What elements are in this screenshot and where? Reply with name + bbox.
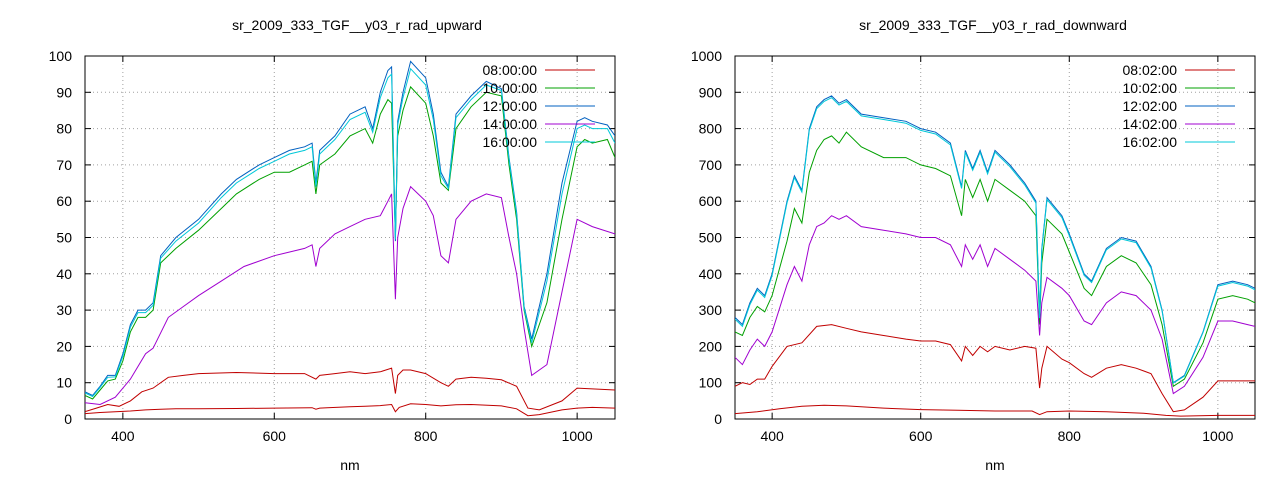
- legend-label: 08:00:00: [483, 62, 538, 78]
- series-line-5: [85, 67, 615, 398]
- legend-label: 10:02:00: [1123, 80, 1178, 96]
- series-line-4: [85, 185, 615, 406]
- chart-title: sr_2009_333_TGF__y03_r_rad_downward: [859, 17, 1127, 33]
- series-line-1: [85, 367, 615, 413]
- y-tick-label: 70: [56, 157, 72, 173]
- y-tick-label: 0: [64, 411, 72, 427]
- y-tick-label: 80: [56, 121, 72, 137]
- x-tick-label: 800: [1058, 428, 1082, 444]
- y-tick-label: 60: [56, 193, 72, 209]
- y-tick-label: 30: [56, 302, 72, 318]
- series-line-0: [85, 403, 615, 417]
- legend-label: 14:00:00: [483, 116, 538, 132]
- y-tick-label: 600: [699, 193, 723, 209]
- series-line-0: [735, 404, 1255, 417]
- y-tick-label: 200: [699, 338, 723, 354]
- legend-label: 16:00:00: [483, 134, 538, 150]
- series-line-2: [735, 131, 1255, 388]
- series-line-5: [735, 97, 1255, 384]
- chart-downward: sr_2009_333_TGF__y03_r_rad_downward 400 60…: [691, 17, 1256, 473]
- y-tick-label: 400: [699, 266, 723, 282]
- legend-label: 12:02:00: [1123, 98, 1178, 114]
- y-tick-label: 20: [56, 338, 72, 354]
- y-tick-label: 90: [56, 84, 72, 100]
- y-tick-label: 100: [49, 48, 73, 64]
- legend-label: 16:02:00: [1123, 134, 1178, 150]
- series-line-4: [735, 215, 1255, 395]
- x-tick-label: 600: [909, 428, 933, 444]
- x-axis-label: nm: [340, 457, 359, 473]
- y-tick-label: 800: [699, 121, 723, 137]
- y-tick-label: 50: [56, 230, 72, 246]
- y-tick-label: 700: [699, 157, 723, 173]
- x-tick-label: 1000: [562, 428, 593, 444]
- y-tick-label: 40: [56, 266, 72, 282]
- y-tick-label: 300: [699, 302, 723, 318]
- y-tick-label: 10: [56, 375, 72, 391]
- x-tick-label: 400: [111, 428, 135, 444]
- y-tick-label: 100: [699, 375, 723, 391]
- y-tick-label: 900: [699, 84, 723, 100]
- x-tick-label: 600: [263, 428, 287, 444]
- series-line-1: [735, 324, 1255, 413]
- y-tick-label: 0: [714, 411, 722, 427]
- series-line-3: [735, 95, 1255, 384]
- y-tick-label: 500: [699, 230, 723, 246]
- x-tick-label: 400: [760, 428, 784, 444]
- legend-label: 10:00:00: [483, 80, 538, 96]
- y-tick-label: 1000: [691, 48, 722, 64]
- x-tick-label: 800: [414, 428, 438, 444]
- x-tick-label: 1000: [1202, 428, 1233, 444]
- x-axis-label: nm: [985, 457, 1004, 473]
- legend-label: 14:02:00: [1123, 116, 1178, 132]
- chart-title: sr_2009_333_TGF__y03_r_rad_upward: [232, 17, 482, 33]
- legend-label: 12:00:00: [483, 98, 538, 114]
- legend-label: 08:02:00: [1123, 62, 1178, 78]
